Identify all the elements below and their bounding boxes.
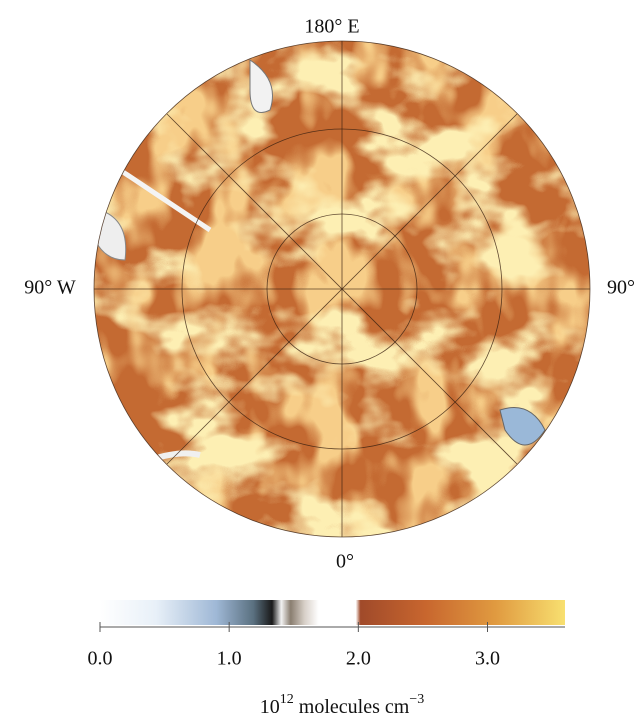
- unit-text-exponent: −3: [409, 692, 424, 707]
- unit-exponent: 12: [280, 692, 294, 707]
- unit-base: 10: [260, 696, 280, 718]
- unit-text: molecules cm: [299, 696, 410, 718]
- label-bottom: 0°: [336, 551, 354, 573]
- label-right: 90°: [607, 277, 635, 299]
- figure: 180° E 90° W 90° 0° 1012 molecules cm−3 0…: [0, 0, 639, 721]
- polar-map: [94, 41, 590, 537]
- unit-label: 1012 molecules cm−3: [260, 692, 424, 717]
- label-top: 180° E: [304, 16, 359, 38]
- colorbar: [100, 600, 565, 627]
- colorbar-gradient: [100, 600, 565, 625]
- label-left: 90° W: [24, 277, 76, 299]
- colorbar-tick-label: 3.0: [475, 648, 500, 670]
- colorbar-tick-label: 0.0: [88, 648, 113, 670]
- colorbar-tick-label: 2.0: [346, 648, 371, 670]
- colorbar-tick-label: 1.0: [217, 648, 242, 670]
